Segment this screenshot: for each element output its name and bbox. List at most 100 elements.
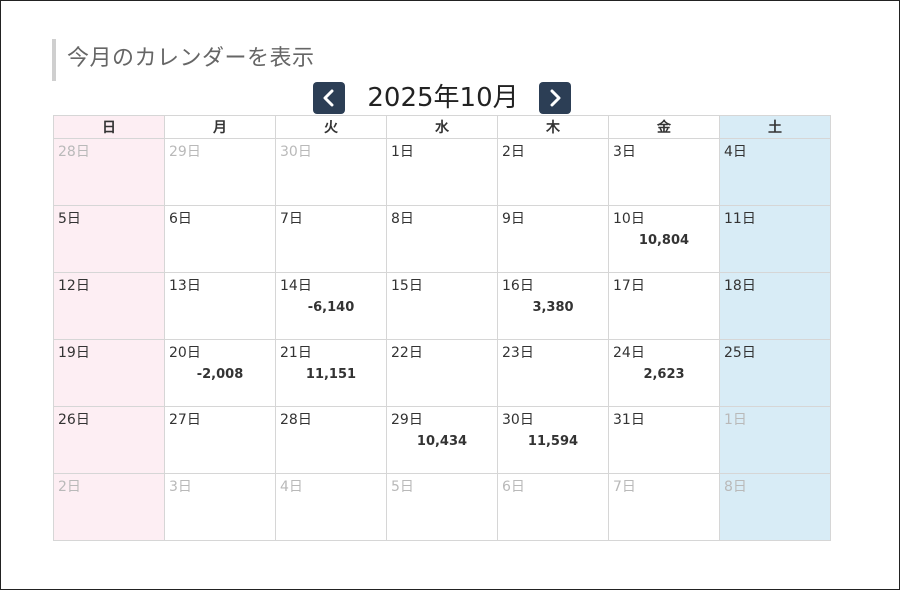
calendar-day-cell[interactable]: 13日	[164, 272, 276, 340]
day-number: 23日	[502, 345, 534, 361]
calendar-grid: 日 月 火 水 木 金 土 28日 29日 30日 1日 2日 3日 4日 5日 6日 7日 8日 9…	[53, 115, 831, 541]
calendar-week-row: 19日 20日 -2,008 21日 11,151 22日 23日 24日 2,623 25日	[53, 339, 831, 407]
day-number: 3日	[169, 479, 192, 495]
calendar-body: 28日 29日 30日 1日 2日 3日 4日 5日 6日 7日 8日 9日 10日 10,804 11日 1…	[53, 138, 831, 541]
day-amount: 11,594	[527, 434, 579, 449]
day-number: 28日	[58, 144, 90, 160]
calendar-day-cell-other-month[interactable]: 5日	[386, 473, 498, 541]
calendar-day-cell-other-month[interactable]: 7日	[608, 473, 720, 541]
calendar-day-cell-other-month[interactable]: 6日	[497, 473, 609, 541]
calendar-week-row: 2日 3日 4日 5日 6日 7日 8日	[53, 473, 831, 541]
day-number: 10日	[613, 211, 645, 227]
calendar-day-cell[interactable]: 23日	[497, 339, 609, 407]
month-navigation: 2025年10月	[1, 81, 900, 115]
calendar-day-cell[interactable]: 19日	[53, 339, 165, 407]
day-number: 22日	[391, 345, 423, 361]
calendar-day-cell-other-month[interactable]: 30日	[275, 138, 387, 206]
calendar-day-cell[interactable]: 14日 -6,140	[275, 272, 387, 340]
calendar-day-cell[interactable]: 18日	[719, 272, 831, 340]
calendar-day-cell[interactable]: 12日	[53, 272, 165, 340]
calendar-day-cell-other-month[interactable]: 3日	[164, 473, 276, 541]
day-number: 1日	[391, 144, 414, 160]
day-number: 30日	[502, 412, 534, 428]
calendar-day-cell[interactable]: 20日 -2,008	[164, 339, 276, 407]
calendar-day-cell[interactable]: 16日 3,380	[497, 272, 609, 340]
next-month-button[interactable]	[539, 82, 571, 114]
section-title: 今月のカレンダーを表示	[52, 39, 315, 81]
calendar-day-cell-other-month[interactable]: 8日	[719, 473, 831, 541]
calendar-day-cell-other-month[interactable]: 28日	[53, 138, 165, 206]
calendar-day-cell[interactable]: 27日	[164, 406, 276, 474]
calendar-day-cell[interactable]: 15日	[386, 272, 498, 340]
day-number: 8日	[724, 479, 747, 495]
calendar-day-cell[interactable]: 11日	[719, 205, 831, 273]
day-number: 9日	[502, 211, 525, 227]
day-number: 29日	[391, 412, 423, 428]
calendar-day-cell[interactable]: 29日 10,434	[386, 406, 498, 474]
calendar-day-cell[interactable]: 8日	[386, 205, 498, 273]
calendar-day-cell[interactable]: 22日	[386, 339, 498, 407]
day-number: 6日	[502, 479, 525, 495]
day-number: 17日	[613, 278, 645, 294]
day-number: 2日	[58, 479, 81, 495]
day-number: 27日	[169, 412, 201, 428]
day-number: 30日	[280, 144, 312, 160]
weekday-header-sunday: 日	[53, 115, 165, 139]
calendar-day-cell-other-month[interactable]: 2日	[53, 473, 165, 541]
day-amount: -6,140	[307, 300, 355, 315]
day-number: 15日	[391, 278, 423, 294]
calendar-day-cell[interactable]: 7日	[275, 205, 387, 273]
weekday-header-thursday: 木	[497, 115, 609, 139]
calendar-day-cell-other-month[interactable]: 29日	[164, 138, 276, 206]
calendar-day-cell[interactable]: 26日	[53, 406, 165, 474]
calendar-day-cell[interactable]: 6日	[164, 205, 276, 273]
calendar-day-cell[interactable]: 31日	[608, 406, 720, 474]
day-amount: 3,380	[532, 300, 574, 315]
previous-month-button[interactable]	[313, 82, 345, 114]
day-number: 3日	[613, 144, 636, 160]
day-number: 29日	[169, 144, 201, 160]
day-number: 1日	[724, 412, 747, 428]
day-number: 12日	[58, 278, 90, 294]
day-number: 26日	[58, 412, 90, 428]
weekday-header-row: 日 月 火 水 木 金 土	[53, 115, 831, 139]
day-number: 4日	[280, 479, 303, 495]
calendar-week-row: 12日 13日 14日 -6,140 15日 16日 3,380 17日 18日	[53, 272, 831, 340]
calendar-week-row: 28日 29日 30日 1日 2日 3日 4日	[53, 138, 831, 206]
day-number: 19日	[58, 345, 90, 361]
day-number: 28日	[280, 412, 312, 428]
day-amount: -2,008	[196, 367, 244, 382]
calendar-day-cell[interactable]: 25日	[719, 339, 831, 407]
calendar-day-cell[interactable]: 17日	[608, 272, 720, 340]
day-number: 2日	[502, 144, 525, 160]
day-number: 13日	[169, 278, 201, 294]
day-number: 14日	[280, 278, 312, 294]
calendar-day-cell[interactable]: 4日	[719, 138, 831, 206]
day-number: 24日	[613, 345, 645, 361]
day-number: 7日	[613, 479, 636, 495]
day-number: 18日	[724, 278, 756, 294]
day-amount: 10,804	[638, 233, 690, 248]
chevron-left-icon	[323, 89, 334, 107]
day-number: 7日	[280, 211, 303, 227]
day-number: 21日	[280, 345, 312, 361]
chevron-right-icon	[550, 89, 561, 107]
weekday-header-monday: 月	[164, 115, 276, 139]
day-number: 4日	[724, 144, 747, 160]
calendar-day-cell-other-month[interactable]: 1日	[719, 406, 831, 474]
calendar-day-cell[interactable]: 10日 10,804	[608, 205, 720, 273]
calendar-day-cell[interactable]: 21日 11,151	[275, 339, 387, 407]
day-number: 6日	[169, 211, 192, 227]
calendar-day-cell[interactable]: 3日	[608, 138, 720, 206]
calendar-day-cell[interactable]: 24日 2,623	[608, 339, 720, 407]
day-number: 25日	[724, 345, 756, 361]
calendar-day-cell[interactable]: 9日	[497, 205, 609, 273]
calendar-day-cell[interactable]: 1日	[386, 138, 498, 206]
calendar-day-cell-other-month[interactable]: 4日	[275, 473, 387, 541]
calendar-day-cell[interactable]: 30日 11,594	[497, 406, 609, 474]
calendar-day-cell[interactable]: 5日	[53, 205, 165, 273]
calendar-week-row: 5日 6日 7日 8日 9日 10日 10,804 11日	[53, 205, 831, 273]
calendar-day-cell[interactable]: 2日	[497, 138, 609, 206]
calendar-day-cell[interactable]: 28日	[275, 406, 387, 474]
